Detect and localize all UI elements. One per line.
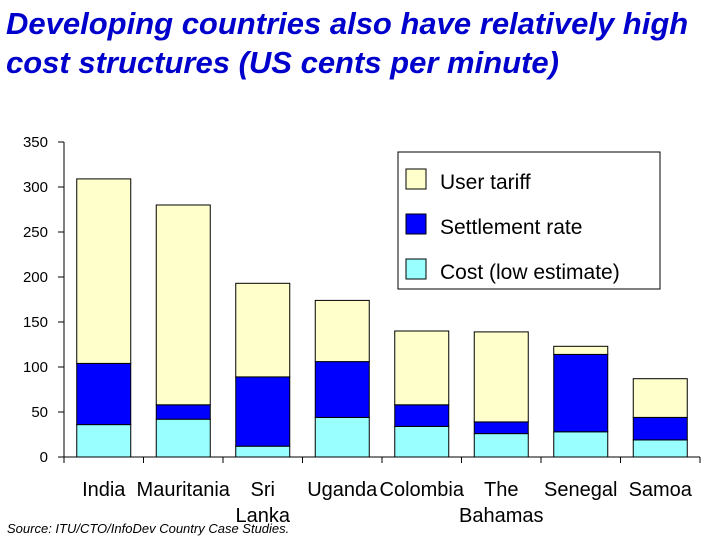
- bar-segment-cost-low-estimate: [473, 433, 529, 458]
- category-label-line2: Lanka: [236, 505, 291, 527]
- y-tick-label: 200: [23, 269, 48, 286]
- y-tick-label: 300: [23, 179, 48, 196]
- category-labels: India Mauritania Sri Lanka Uganda Colombia The…: [82, 479, 693, 527]
- bar-segment-user-tariff: [473, 331, 529, 423]
- legend-box: [397, 151, 661, 290]
- legend-label-user-tariff: User tariff: [440, 171, 531, 194]
- category-label: Uganda: [307, 479, 378, 501]
- bar-group: [76, 178, 688, 458]
- category-label: Mauritania: [137, 479, 231, 501]
- legend-label-settlement-rate: Settlement rate: [440, 216, 582, 239]
- bar-segment-cost-low-estimate: [632, 439, 688, 458]
- legend: User tariff Settlement rate Cost (low es…: [397, 151, 661, 290]
- bar-segment-cost-low-estimate: [553, 431, 609, 458]
- bar-segment-user-tariff: [394, 330, 450, 406]
- y-tick-label: 350: [23, 134, 48, 151]
- bar-segment-settlement-rate: [76, 362, 132, 426]
- legend-swatch-cost-low-estimate: [405, 258, 427, 280]
- y-tick-label: 50: [31, 404, 48, 421]
- category-label: India: [82, 479, 126, 501]
- bar-segment-user-tariff: [553, 345, 609, 355]
- category-label: Sri: [251, 479, 275, 501]
- y-tick-label: 0: [40, 449, 48, 466]
- category-label-line2: Bahamas: [459, 505, 544, 527]
- source-note: Source: ITU/CTO/InfoDev Country Case Stu…: [7, 521, 290, 536]
- bar-segment-user-tariff: [314, 299, 370, 363]
- bar-segment-settlement-rate: [235, 376, 291, 447]
- legend-swatch-user-tariff: [405, 168, 427, 190]
- y-tick-label: 150: [23, 314, 48, 331]
- category-label: The: [484, 479, 518, 501]
- bar-segment-settlement-rate: [632, 416, 688, 441]
- legend-label-cost-low-estimate: Cost (low estimate): [440, 261, 620, 284]
- bar-segment-cost-low-estimate: [314, 416, 370, 458]
- bar-segment-cost-low-estimate: [76, 424, 132, 458]
- chart-axes: 0 50 100 150 200 250 300 350: [23, 134, 701, 466]
- bar-segment-settlement-rate: [553, 353, 609, 433]
- bar-segment-cost-low-estimate: [155, 418, 211, 458]
- y-tick-label: 100: [23, 359, 48, 376]
- y-tick-label: 250: [23, 224, 48, 241]
- bar-segment-settlement-rate: [394, 404, 450, 427]
- bar-segment-settlement-rate: [473, 421, 529, 435]
- bar-segment-settlement-rate: [155, 404, 211, 420]
- bar-segment-user-tariff: [76, 178, 132, 364]
- bar-segment-user-tariff: [155, 204, 211, 406]
- category-label: Samoa: [629, 479, 693, 501]
- category-label: Colombia: [380, 479, 465, 501]
- category-label: Senegal: [544, 479, 617, 501]
- chart-title: Developing countries also have relativel…: [6, 6, 689, 80]
- bar-segment-cost-low-estimate: [394, 425, 450, 458]
- bar-segment-user-tariff: [632, 378, 688, 418]
- legend-swatch-settlement-rate: [405, 213, 427, 235]
- bar-segment-settlement-rate: [314, 361, 370, 418]
- bar-segment-user-tariff: [235, 282, 291, 378]
- bar-segment-cost-low-estimate: [235, 445, 291, 458]
